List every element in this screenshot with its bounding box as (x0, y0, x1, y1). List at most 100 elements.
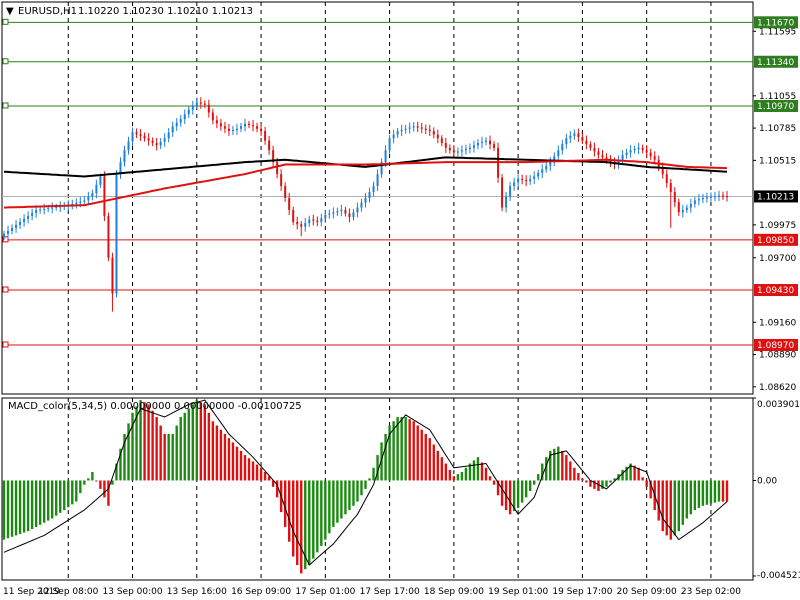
macd-bar-up (139, 400, 142, 481)
y-tick-label: 1.08890 (759, 351, 796, 361)
level-handle[interactable] (2, 341, 9, 348)
macd-bar-down (585, 480, 588, 483)
bull-candle (79, 201, 82, 203)
bear-candle (288, 198, 291, 210)
macd-bar-up (396, 417, 399, 481)
macd-bar-up (392, 421, 395, 481)
macd-bar-up (6, 480, 10, 539)
bull-candle (717, 195, 720, 197)
macd-bar-down (155, 417, 158, 481)
bear-candle (268, 140, 271, 151)
macd-bar-up (14, 480, 18, 536)
macd-bar-up (701, 480, 705, 506)
macd-bar-down (500, 480, 504, 506)
bear-candle (248, 123, 251, 126)
bear-candle (272, 150, 275, 163)
macd-bar-down (637, 467, 640, 481)
price-panel: 1.11595 1.11055 1.10785 1.10515 1.09975 1.097… (1, 1, 798, 395)
x-tick-label: 19 Sep 01:00 (488, 587, 548, 597)
bull-candle (336, 211, 339, 213)
macd-bar-down (199, 402, 203, 481)
macd-bar-up (545, 457, 548, 481)
bull-candle (464, 149, 467, 151)
level-price-tag (754, 339, 798, 351)
bear-candle (296, 221, 299, 225)
bear-candle (227, 128, 230, 132)
macd-bar-down (247, 458, 251, 481)
bear-candle (316, 220, 319, 222)
bull-candle (569, 135, 572, 139)
macd-bar-down (669, 480, 672, 540)
bear-candle (151, 140, 154, 144)
bull-candle (388, 138, 391, 151)
macd-bar-up (171, 433, 174, 481)
y-tick-label: 1.11055 (759, 92, 796, 102)
bull-candle (537, 172, 540, 177)
bull-candle (35, 209, 38, 213)
macd-bar-down (577, 473, 580, 481)
bull-candle (713, 196, 716, 198)
bull-candle (513, 182, 516, 187)
macd-bar-down (271, 480, 275, 487)
macd-bar-up (344, 480, 347, 515)
bear-candle (111, 257, 114, 294)
x-tick-label: 17 Sep 01:00 (295, 587, 355, 597)
macd-bar-up (713, 480, 717, 503)
level-price-tag (754, 16, 798, 29)
macd-bar-down (287, 480, 291, 542)
macd-bar-down (107, 480, 110, 506)
header-dropdown-icon[interactable]: ▼ (6, 6, 14, 17)
macd-bar-up (524, 480, 528, 498)
bear-candle (597, 151, 600, 155)
macd-bar-down (251, 461, 255, 481)
macd-bar-up (71, 480, 74, 505)
bear-candle (199, 102, 202, 104)
macd-bar-down (488, 476, 492, 481)
macd-bar-down (436, 450, 439, 481)
bull-candle (304, 223, 307, 227)
bear-candle (260, 128, 263, 132)
bull-candle (119, 162, 122, 175)
macd-bar-up (472, 460, 476, 481)
macd-bar-down (589, 480, 592, 487)
bull-candle (685, 207, 688, 210)
macd-bar-up (613, 478, 616, 481)
macd-bar-up (332, 480, 335, 527)
bull-candle (485, 140, 487, 142)
macd-bar-up (183, 412, 186, 481)
macd-bar-up (83, 480, 86, 485)
macd-bar-up (516, 480, 520, 508)
bull-candle (709, 196, 712, 198)
macd-bar-up (376, 455, 379, 481)
macd-bar-up (625, 466, 628, 481)
macd-bar-down (444, 463, 448, 481)
macd-bar-down (569, 461, 572, 481)
level-handle[interactable] (2, 58, 9, 65)
macd-bar-down (151, 410, 154, 481)
macd-bar-up (312, 480, 315, 559)
macd-bar-up (195, 400, 198, 481)
bear-candle (641, 147, 644, 151)
bear-candle (601, 154, 604, 158)
slow-moving-average-line (3, 156, 728, 178)
macd-bar-down (159, 425, 162, 481)
macd-bar-up (605, 480, 608, 487)
bear-candle (312, 219, 315, 221)
macd-bar-up (464, 467, 468, 481)
level-handle[interactable] (2, 286, 9, 293)
bear-candle (669, 183, 672, 193)
bear-candle (452, 150, 455, 153)
macd-bar-up (601, 480, 604, 489)
bull-candle (468, 147, 471, 149)
bear-candle (276, 162, 279, 175)
level-handle[interactable] (2, 102, 9, 109)
y-tick-label: 1.09975 (759, 221, 796, 231)
level-handle[interactable] (2, 18, 9, 25)
bear-candle (581, 137, 584, 141)
macd-bar-up (456, 474, 460, 481)
bear-candle (489, 140, 492, 145)
bull-candle (11, 227, 14, 231)
level-handle[interactable] (2, 236, 9, 243)
macd-bar-up (308, 480, 311, 565)
macd-bar-down (231, 442, 235, 481)
